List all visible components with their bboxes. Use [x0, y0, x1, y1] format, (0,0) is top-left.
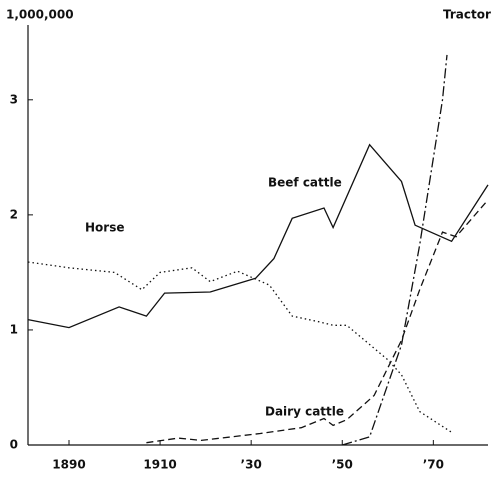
- y-tick-label: 2: [10, 207, 18, 221]
- series-label: Horse: [85, 221, 125, 235]
- series-label: Beef cattle: [268, 176, 342, 190]
- series-label: Tractor: [443, 8, 491, 22]
- series-label: Dairy cattle: [265, 405, 344, 419]
- y-tick-label: 3: [10, 92, 18, 106]
- series-line: [27, 261, 452, 433]
- x-tick-label: ’70: [423, 458, 444, 472]
- series-line: [27, 143, 489, 329]
- series-line: [342, 54, 448, 446]
- x-tick-label: ’30: [241, 458, 262, 472]
- x-tick-label: 1910: [143, 458, 176, 472]
- y-axis-unit: 1,000,000: [6, 8, 74, 22]
- y-tick-label: 1: [10, 322, 18, 336]
- x-tick-label: 1890: [52, 458, 85, 472]
- series-line: [146, 199, 489, 444]
- x-tick-label: ’50: [332, 458, 353, 472]
- y-tick-label: 0: [10, 438, 18, 452]
